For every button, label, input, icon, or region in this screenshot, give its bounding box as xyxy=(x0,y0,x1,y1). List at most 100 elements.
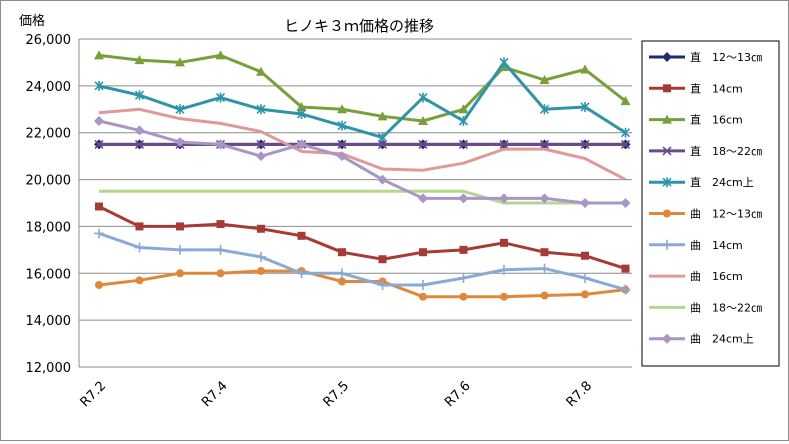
data-point xyxy=(539,75,550,84)
legend-label: 曲 18～22㎝ xyxy=(690,301,762,314)
legend-label: 曲 16cm xyxy=(690,270,743,283)
y-tick-label: 12,000 xyxy=(26,361,72,376)
data-point xyxy=(662,333,672,344)
data-point xyxy=(539,193,550,204)
series-line xyxy=(98,269,626,299)
data-point xyxy=(215,139,226,150)
series-4 xyxy=(94,57,631,143)
data-point xyxy=(94,116,104,126)
data-point xyxy=(418,280,428,290)
data-point xyxy=(580,64,590,74)
data-point xyxy=(539,263,550,274)
data-point xyxy=(95,202,103,211)
data-point xyxy=(621,264,630,273)
x-tick-label: R7.4 xyxy=(199,379,231,411)
data-point xyxy=(297,231,306,240)
y-tick-label: 26,000 xyxy=(26,33,72,48)
legend-label: 直 18～22㎝ xyxy=(690,144,762,158)
legend-item-0: 直 12～13㎝ xyxy=(649,50,762,64)
data-point xyxy=(176,222,184,231)
data-point xyxy=(215,92,226,103)
data-point xyxy=(620,96,631,106)
y-tick-label: 24,000 xyxy=(26,80,72,95)
legend-item-2: 直 16cm xyxy=(649,113,743,127)
data-point xyxy=(135,276,144,285)
series-line xyxy=(98,107,627,181)
data-point xyxy=(459,292,468,301)
data-point xyxy=(458,193,469,204)
data-point xyxy=(176,269,184,278)
data-point xyxy=(256,151,266,162)
data-point xyxy=(377,280,388,290)
data-point xyxy=(377,111,388,121)
data-point xyxy=(663,209,671,218)
data-point xyxy=(620,284,631,295)
data-point xyxy=(539,104,550,115)
data-point xyxy=(419,248,427,257)
data-point xyxy=(662,52,672,62)
y-tick-label: 16,000 xyxy=(26,267,72,282)
data-point xyxy=(215,50,226,60)
legend-label: 曲 24cm上 xyxy=(690,333,754,346)
data-point xyxy=(216,269,225,278)
data-point xyxy=(338,277,346,286)
series-6 xyxy=(94,228,631,295)
data-point xyxy=(257,266,265,275)
data-point xyxy=(296,108,307,119)
data-point xyxy=(378,255,387,264)
data-point xyxy=(94,139,104,149)
series-7 xyxy=(98,107,627,181)
data-point xyxy=(337,268,347,279)
data-point xyxy=(539,139,550,149)
data-point xyxy=(256,251,266,262)
data-point xyxy=(418,92,428,103)
data-point xyxy=(662,114,672,124)
data-point xyxy=(620,198,631,208)
data-point xyxy=(458,116,469,126)
data-point xyxy=(458,104,469,114)
chart-title: ヒノキ３ｍ価格の推移 xyxy=(284,17,434,35)
data-point xyxy=(418,139,428,149)
series-8 xyxy=(99,189,626,205)
y-axis-label: 価格 xyxy=(19,13,45,29)
data-point xyxy=(175,57,185,67)
data-point xyxy=(175,104,185,115)
data-point xyxy=(134,90,145,101)
data-point xyxy=(337,151,347,162)
data-point xyxy=(94,228,104,239)
data-point xyxy=(256,104,266,115)
data-point xyxy=(662,239,672,250)
data-point xyxy=(418,116,428,125)
legend-item-1: 直 14cm xyxy=(649,81,743,95)
data-point xyxy=(419,292,427,301)
data-point xyxy=(499,57,509,68)
data-point xyxy=(377,174,388,185)
data-point xyxy=(94,50,104,60)
data-point xyxy=(94,80,104,91)
data-point xyxy=(135,222,144,231)
data-point xyxy=(620,139,631,149)
x-tick-label: R7.6 xyxy=(442,379,474,411)
data-point xyxy=(580,198,590,208)
y-tick-label: 20,000 xyxy=(26,174,72,189)
data-point xyxy=(663,84,671,93)
data-point xyxy=(337,139,347,149)
data-point xyxy=(338,248,346,257)
y-tick-labels: 12,000 14,000 16,000 18,000 20,000 22,000 24,0… xyxy=(26,33,72,376)
data-point xyxy=(499,193,509,204)
data-point xyxy=(377,132,388,143)
series-2 xyxy=(94,50,631,125)
legend-label: 直 24cm上 xyxy=(690,175,754,189)
data-point xyxy=(296,268,307,279)
data-point xyxy=(134,55,145,65)
legend-item-7: 曲 16cm xyxy=(649,270,743,283)
data-point xyxy=(134,242,145,253)
x-tick-label: R7.2 xyxy=(78,379,110,411)
series-line xyxy=(98,60,627,139)
legend-label: 曲 12～13㎝ xyxy=(690,208,762,221)
data-point xyxy=(134,139,145,149)
